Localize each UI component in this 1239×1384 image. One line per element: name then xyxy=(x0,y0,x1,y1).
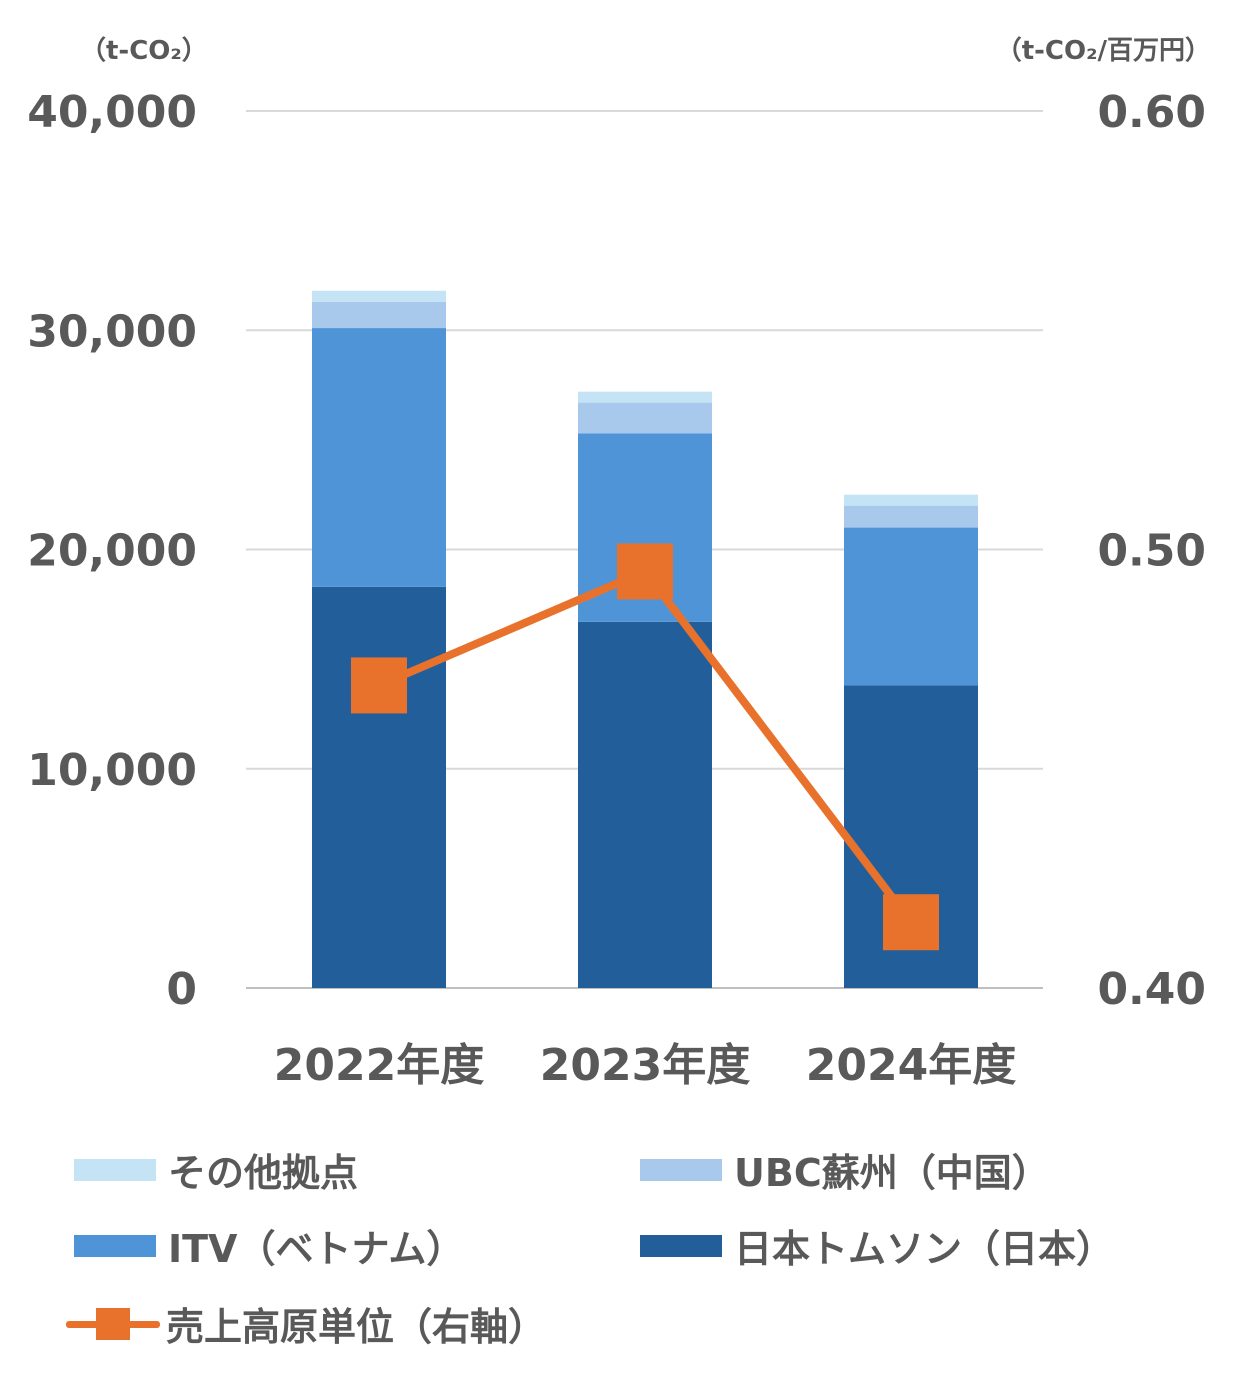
sales-intensity-marker xyxy=(351,657,407,714)
right-axis-unit: （t-CO₂/百万円） xyxy=(995,36,1211,66)
bar-segment-vietnam xyxy=(312,328,446,587)
y-right-tick-label: 0.40 xyxy=(1097,964,1206,1015)
bar-segment-japan xyxy=(578,621,712,988)
y-left-tick-label: 30,000 xyxy=(27,306,197,357)
bar-segment-suzhou xyxy=(844,505,978,528)
bar-segment-other xyxy=(312,290,446,302)
y-right-tick-label: 0.50 xyxy=(1097,526,1206,577)
y-left-tick-label: 0 xyxy=(166,964,197,1015)
left-axis-unit: （t-CO₂） xyxy=(80,36,208,66)
bar-segment-vietnam xyxy=(844,527,978,686)
y-left-tick-label: 40,000 xyxy=(27,87,197,138)
y-left-tick-label: 20,000 xyxy=(27,526,197,577)
sales-intensity-marker xyxy=(617,543,673,600)
bar-segment-suzhou xyxy=(578,402,712,434)
sales-intensity-marker xyxy=(883,894,939,951)
x-tick-label: 2022年度 xyxy=(274,1040,484,1091)
y-left-tick-label: 10,000 xyxy=(27,745,197,796)
bar-segment-other xyxy=(578,391,712,403)
x-tick-label: 2023年度 xyxy=(540,1040,750,1091)
x-tick-label: 2024年度 xyxy=(806,1040,1016,1091)
bar-segment-other xyxy=(844,494,978,506)
bar-segment-suzhou xyxy=(312,301,446,329)
bar-segment-japan xyxy=(312,586,446,988)
y-right-tick-label: 0.60 xyxy=(1097,87,1206,138)
